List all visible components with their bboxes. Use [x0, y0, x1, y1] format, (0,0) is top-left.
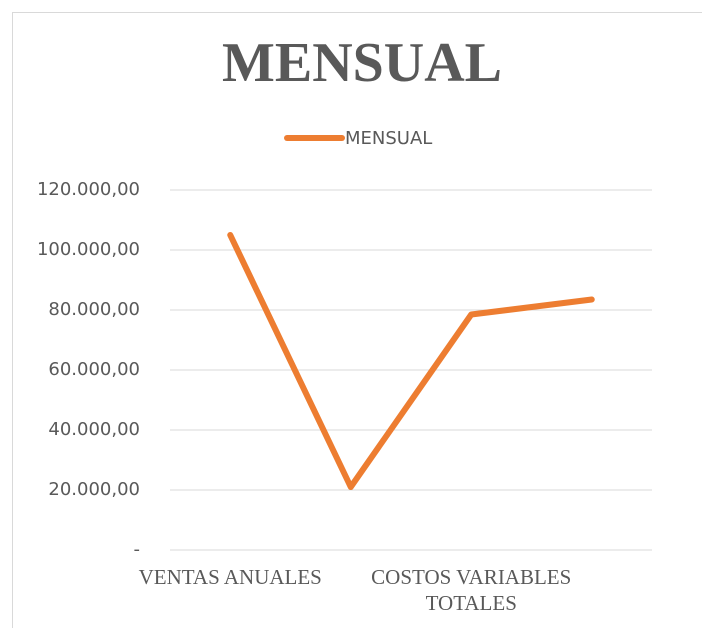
legend-label: MENSUAL	[345, 128, 432, 149]
line	[227, 232, 595, 490]
chart-frame	[12, 12, 702, 628]
y-tick-label: -	[134, 539, 141, 560]
y-tick-label: 20.000,00	[48, 479, 140, 500]
y-tick-label: 60.000,00	[48, 359, 140, 380]
x-tick-label: COSTOS VARIABLES TOTALES	[371, 565, 572, 615]
x-tick-label: VENTAS ANUALES	[138, 565, 322, 589]
chart-title: MENSUAL	[222, 32, 502, 94]
y-tick-label: 100.000,00	[37, 239, 140, 260]
y-tick-label: 120.000,00	[37, 179, 140, 200]
y-tick-label: 80.000,00	[48, 299, 140, 320]
y-tick-label: 40.000,00	[48, 419, 140, 440]
